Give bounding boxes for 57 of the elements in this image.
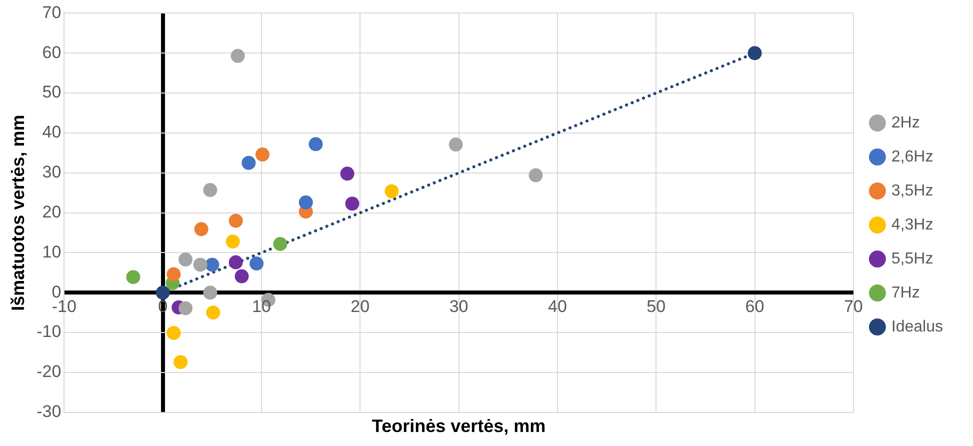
y-axis-title: Išmatuotos vertės, mm: [8, 114, 28, 311]
point: [255, 148, 270, 162]
legend-label: 7Hz: [891, 284, 920, 302]
point: [174, 355, 188, 370]
point: [166, 326, 181, 340]
point: [384, 184, 399, 198]
point: [228, 255, 243, 270]
point: [748, 46, 762, 60]
point: [166, 267, 181, 282]
point: [340, 166, 354, 181]
legend-label: 2Hz: [891, 114, 920, 132]
x-tick-label: 60: [745, 296, 764, 316]
point: [203, 183, 218, 198]
point: [156, 286, 170, 300]
y-tick-label: 60: [42, 42, 62, 62]
point: [345, 196, 360, 211]
y-tick-label: 0: [52, 282, 62, 302]
x-tick-label: 10: [252, 296, 271, 316]
y-tick-label: -10: [36, 322, 62, 342]
x-tick-label: 40: [548, 296, 567, 316]
point: [194, 222, 208, 236]
y-tick-label: 30: [42, 162, 62, 182]
point: [226, 234, 240, 249]
point: [178, 252, 193, 267]
point: [448, 138, 463, 152]
x-tick-label: 20: [350, 296, 370, 316]
point: [308, 137, 323, 152]
x-tick-label: 70: [844, 296, 863, 316]
x-tick-label: 50: [646, 296, 666, 316]
point: [242, 156, 256, 170]
point: [250, 256, 264, 270]
y-tick-label: 70: [42, 2, 62, 22]
point: [228, 214, 243, 228]
point: [126, 270, 140, 284]
y-tick-label: 20: [42, 202, 62, 222]
point: [178, 301, 193, 316]
legend-label: 2,6Hz: [891, 148, 934, 166]
legend-label: Idealus: [891, 318, 943, 336]
legend-label: 5,5Hz: [891, 250, 934, 268]
point: [193, 258, 208, 272]
point: [298, 195, 313, 210]
y-tick-label: -30: [36, 402, 62, 422]
point: [206, 306, 220, 320]
point: [203, 286, 218, 300]
legend-label: 4,3Hz: [891, 216, 934, 234]
x-tick-label: 30: [449, 296, 468, 316]
legend-label: 3,5Hz: [891, 182, 934, 200]
point: [205, 258, 220, 272]
point: [273, 236, 288, 251]
y-tick-label: 10: [42, 242, 62, 262]
point: [528, 168, 543, 182]
point: [234, 269, 249, 284]
y-tick-label: 50: [42, 82, 62, 102]
point: [230, 48, 245, 63]
y-tick-label: 40: [42, 122, 62, 142]
x-axis-title: Teorinės vertės, mm: [372, 416, 546, 436]
y-tick-label: -20: [36, 362, 62, 382]
